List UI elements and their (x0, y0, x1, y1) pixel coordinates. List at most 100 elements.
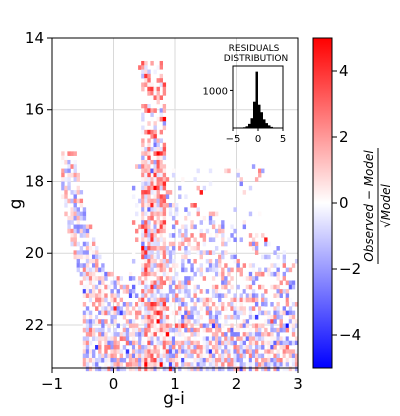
heatmap-cell (162, 254, 167, 260)
heatmap-cell (193, 258, 197, 264)
heatmap-cell (88, 276, 93, 281)
heatmap-cell (156, 164, 160, 169)
heatmap-cell (254, 327, 259, 333)
heatmap-cell (267, 362, 271, 367)
heatmap-cell (150, 258, 154, 264)
heatmap-cell (98, 254, 102, 260)
heatmap-cell (131, 306, 136, 311)
heatmap-cell (187, 345, 191, 350)
heatmap-cell (156, 177, 160, 182)
heatmap-cell (144, 129, 148, 135)
heatmap-cell (128, 323, 133, 329)
heatmap-cell (175, 310, 179, 316)
heatmap-cell (242, 323, 247, 329)
heatmap-cell (211, 220, 216, 225)
heatmap-cell (248, 353, 253, 359)
heatmap-cell (147, 194, 151, 199)
heatmap-cell (208, 220, 213, 225)
heatmap-cell (248, 345, 253, 350)
heatmap-cell (85, 319, 90, 324)
heatmap-cell (98, 357, 102, 363)
heatmap-cell (218, 297, 222, 303)
heatmap-cell (147, 263, 151, 268)
heatmap-cell (147, 323, 151, 329)
heatmap-cell (153, 263, 157, 268)
heatmap-cell (193, 237, 197, 243)
heatmap-cell (205, 349, 210, 354)
heatmap-cell (211, 293, 216, 298)
heatmap-cell (276, 353, 280, 359)
heatmap-cell (159, 293, 164, 298)
heatmap-cell (91, 302, 96, 307)
heatmap-cell (171, 289, 176, 294)
heatmap-cell (88, 323, 93, 329)
heatmap-cell (208, 314, 213, 320)
heatmap-cell (85, 241, 90, 247)
heatmap-cell (285, 349, 290, 354)
heatmap-cell (64, 211, 68, 217)
heatmap-cell (79, 194, 84, 199)
heatmap-cell (82, 353, 87, 359)
heatmap-cell (141, 104, 145, 109)
heatmap-cell (95, 254, 99, 260)
heatmap-cell (113, 297, 117, 303)
heatmap-cell (128, 332, 133, 337)
heatmap-cell (104, 271, 108, 277)
heatmap-cell (261, 336, 265, 342)
heatmap-cell (125, 353, 130, 359)
heatmap-cell (150, 228, 154, 234)
heatmap-cell (254, 302, 259, 307)
heatmap-cell (110, 353, 114, 359)
heatmap-cell (258, 345, 262, 350)
heatmap-cell (258, 211, 262, 217)
heatmap-cell (144, 164, 148, 169)
heatmap-cell (153, 108, 157, 113)
heatmap-cell (141, 271, 145, 277)
heatmap-cell (153, 198, 157, 204)
heatmap-cell (159, 276, 164, 281)
heatmap-cell (141, 254, 145, 260)
heatmap-cell (187, 340, 191, 346)
heatmap-cell (248, 332, 253, 337)
heatmap-cell (141, 194, 145, 199)
heatmap-cell (196, 246, 200, 251)
heatmap-cell (199, 250, 203, 255)
heatmap-cell (119, 297, 124, 303)
heatmap-cell (153, 233, 157, 238)
heatmap-cell (175, 207, 179, 212)
heatmap-cell (101, 263, 105, 268)
heatmap-cell (270, 319, 274, 324)
heatmap-cell (159, 138, 164, 144)
heatmap-cell (79, 224, 84, 230)
heatmap-cell (236, 327, 240, 333)
heatmap-cell (153, 69, 157, 75)
heatmap-cell (208, 319, 213, 324)
heatmap-cell (178, 297, 182, 303)
heatmap-cell (144, 293, 148, 298)
inset-y-tick-label: 1000 (203, 86, 228, 97)
heatmap-cell (144, 181, 148, 187)
heatmap-cell (144, 203, 148, 208)
heatmap-cell (196, 332, 200, 337)
heatmap-cell (144, 289, 148, 294)
heatmap-cell (128, 357, 133, 363)
heatmap-cell (88, 314, 93, 320)
heatmap-cell (147, 121, 151, 126)
heatmap-cell (141, 112, 145, 118)
heatmap-cell (187, 241, 191, 247)
heatmap-cell (184, 357, 188, 363)
heatmap-cell (162, 104, 167, 109)
heatmap-cell (113, 319, 117, 324)
heatmap-cell (288, 306, 293, 311)
heatmap-cell (141, 73, 145, 79)
heatmap-cell (233, 207, 237, 212)
heatmap-cell (251, 246, 256, 251)
heatmap-cell (171, 280, 176, 286)
heatmap-cell (211, 345, 216, 350)
heatmap-cell (159, 323, 164, 329)
heatmap-cell (88, 271, 93, 277)
heatmap-cell (184, 366, 188, 372)
heatmap-cell (279, 357, 283, 363)
heatmap-cell (202, 250, 207, 255)
heatmap-cell (230, 306, 234, 311)
